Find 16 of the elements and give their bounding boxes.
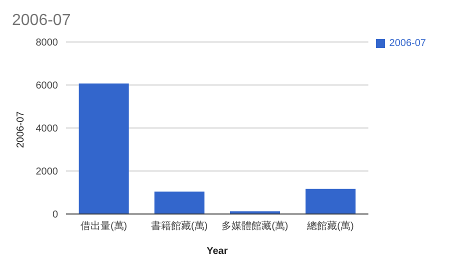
- legend-label: 2006-07: [389, 38, 426, 49]
- y-axis-title: 2006-07: [16, 110, 27, 148]
- y-tick-label: 8000: [36, 38, 58, 49]
- bar: [78, 83, 129, 214]
- bar: [154, 192, 204, 214]
- chart-title: 2006-07: [12, 12, 71, 30]
- y-tick-label: 0: [52, 210, 58, 221]
- x-tick-label: 總館藏(萬): [306, 220, 354, 232]
- bar: [306, 188, 356, 214]
- x-tick-label: 借出量(萬): [80, 220, 128, 232]
- y-tick-label: 4000: [36, 124, 58, 135]
- y-tick-label: 6000: [36, 80, 58, 92]
- y-tick-label: 2000: [36, 166, 58, 178]
- x-tick-label: 多媒體館藏(萬): [222, 220, 288, 232]
- x-tick-label: 書籍館藏(萬): [151, 220, 208, 232]
- x-axis-title: Year: [206, 246, 228, 257]
